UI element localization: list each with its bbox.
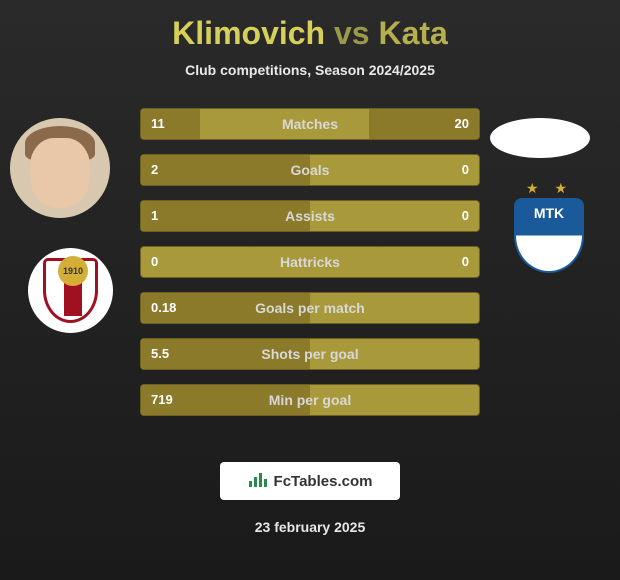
vs-text: vs <box>334 15 370 51</box>
stat-value-left: 11 <box>151 109 165 139</box>
stat-value-left: 5.5 <box>151 339 169 369</box>
stats-container: Matches1120Goals20Assists10Hattricks00Go… <box>140 108 480 430</box>
stat-value-right: 0 <box>462 201 469 231</box>
stat-label: Shots per goal <box>141 339 479 369</box>
stat-value-left: 0 <box>151 247 158 277</box>
footer-logo-text: FcTables.com <box>274 473 373 490</box>
stat-value-left: 2 <box>151 155 158 185</box>
subtitle: Club competitions, Season 2024/2025 <box>0 62 620 78</box>
stat-label: Hattricks <box>141 247 479 277</box>
stat-row: Hattricks0 0 <box>140 246 480 278</box>
footer-date: 23 february 2025 <box>0 519 620 535</box>
stat-value-left: 719 <box>151 385 173 415</box>
player2-name: Kata <box>378 15 447 51</box>
mtk-badge-icon: ★ ★ MTK <box>507 188 592 273</box>
stat-value-right: 0 <box>462 155 469 185</box>
stat-value-right: 0 <box>462 247 469 277</box>
chart-icon <box>248 471 268 492</box>
club-abbrev: MTK <box>516 205 582 221</box>
stat-row: Goals2 0 <box>140 154 480 186</box>
stat-row: Min per goal719 <box>140 384 480 416</box>
dvtk-badge-icon: 1910 <box>28 248 113 333</box>
stat-row: Shots per goal5.5 <box>140 338 480 370</box>
player2-club-badge: ★ ★ MTK <box>507 188 592 273</box>
player1-photo <box>10 118 110 218</box>
stat-value-left: 1 <box>151 201 158 231</box>
stat-value-left: 0.18 <box>151 293 176 323</box>
comparison-title: Klimovich vs Kata <box>0 0 620 52</box>
content-area: 1910 ★ ★ MTK Matches1120Goals20Assists10… <box>0 108 620 448</box>
club-stars: ★ ★ <box>507 180 592 197</box>
face-icon <box>10 118 110 218</box>
player1-club-badge: 1910 <box>28 248 113 333</box>
stat-label: Goals <box>141 155 479 185</box>
club-founding-year: 1910 <box>58 256 88 286</box>
stat-value-right: 20 <box>455 109 469 139</box>
stat-row: Goals per match0.18 <box>140 292 480 324</box>
stat-label: Matches <box>141 109 479 139</box>
stat-label: Goals per match <box>141 293 479 323</box>
stat-row: Assists1 0 <box>140 200 480 232</box>
stat-label: Assists <box>141 201 479 231</box>
footer-logo: FcTables.com <box>220 462 400 500</box>
stat-row: Matches11 20 <box>140 108 480 140</box>
player2-photo-placeholder <box>490 118 590 158</box>
stat-label: Min per goal <box>141 385 479 415</box>
player1-name: Klimovich <box>172 15 325 51</box>
